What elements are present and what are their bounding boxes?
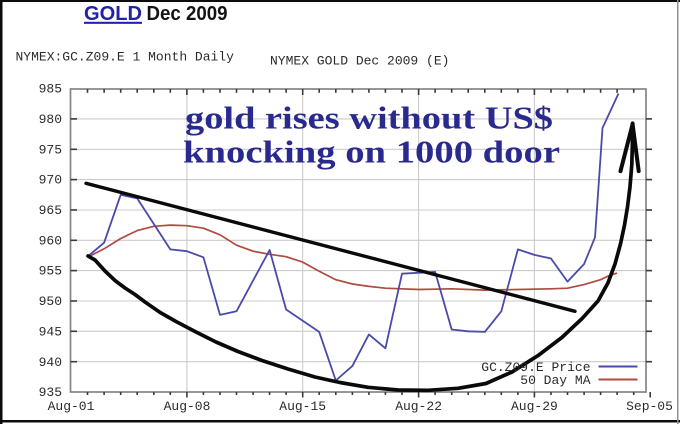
svg-text:GOLD: GOLD <box>84 2 142 25</box>
svg-text:965: 965 <box>39 203 62 218</box>
svg-text:980: 980 <box>39 112 62 127</box>
svg-text:Aug-22: Aug-22 <box>395 399 442 414</box>
svg-text:Aug-15: Aug-15 <box>279 399 326 414</box>
svg-text:945: 945 <box>39 324 62 339</box>
svg-text:GC.Z09.E Price: GC.Z09.E Price <box>481 360 590 375</box>
svg-text:975: 975 <box>39 142 62 157</box>
svg-text:Aug-01: Aug-01 <box>48 399 95 414</box>
svg-text:935: 935 <box>39 385 62 400</box>
svg-text:970: 970 <box>39 173 62 188</box>
svg-text:50 Day MA: 50 Day MA <box>520 373 590 388</box>
svg-text:Aug-29: Aug-29 <box>511 399 558 414</box>
svg-text:940: 940 <box>39 355 62 370</box>
svg-text:Aug-08: Aug-08 <box>164 399 211 414</box>
svg-text:Sep-05: Sep-05 <box>626 399 673 414</box>
svg-text:gold rises without US$: gold rises without US$ <box>185 100 553 136</box>
svg-text:950: 950 <box>39 294 62 309</box>
svg-text:NYMEX GOLD Dec 2009 (E): NYMEX GOLD Dec 2009 (E) <box>270 54 449 69</box>
svg-text:960: 960 <box>39 233 62 248</box>
svg-text:955: 955 <box>39 264 62 279</box>
svg-text:985: 985 <box>39 82 62 97</box>
svg-text:NYMEX:GC.Z09.E 1 Month Daily: NYMEX:GC.Z09.E 1 Month Daily <box>16 50 235 65</box>
svg-text:knocking on 1000 door: knocking on 1000 door <box>183 133 560 169</box>
svg-text:Dec 2009: Dec 2009 <box>147 2 228 25</box>
